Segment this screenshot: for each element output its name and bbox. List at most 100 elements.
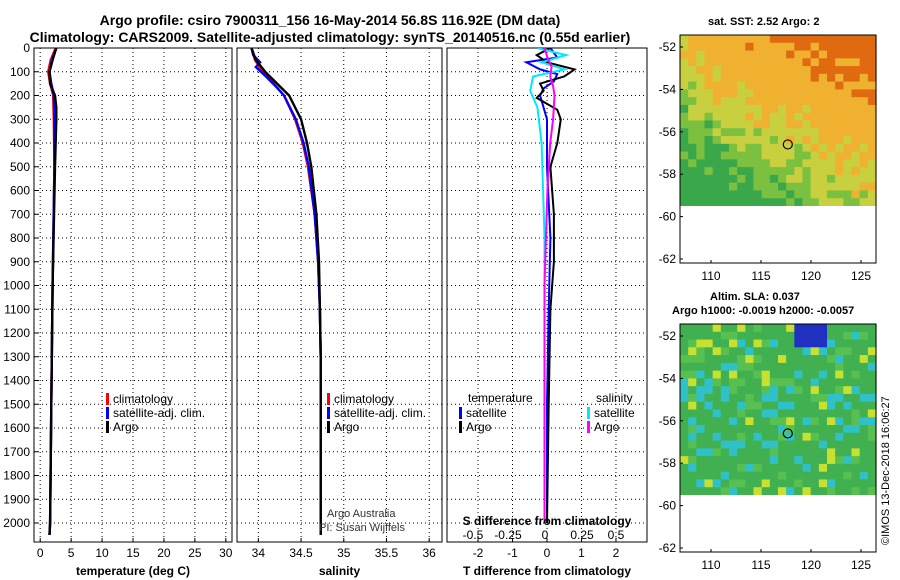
- sla-map-cell: [802, 362, 812, 372]
- sla-map-cell: [737, 463, 746, 473]
- sst-map-cell: [843, 159, 853, 168]
- sst-map-cell: [696, 159, 706, 168]
- sst-map-cell: [680, 120, 689, 129]
- sla-map-cell: [859, 440, 869, 449]
- sst-map-cell: [688, 112, 697, 122]
- sla-map-cell: [745, 370, 755, 380]
- sla-map-cell: [680, 487, 689, 496]
- sla-map-cell: [737, 393, 746, 403]
- sla-map-cell: [786, 393, 795, 403]
- sst-map-cell: [769, 58, 779, 67]
- salinity-x-tick-label: 35: [337, 546, 351, 560]
- sla-map-cell: [794, 393, 804, 403]
- sst-map-cell: [810, 190, 820, 199]
- sla-map-cell: [859, 393, 869, 403]
- sst-map-cell: [843, 112, 853, 122]
- sst-map-cell: [835, 174, 844, 184]
- sst-map-cell: [802, 159, 812, 168]
- sla-map-cell: [802, 401, 812, 411]
- sst-map-cell: [745, 174, 755, 184]
- sst-map-cell: [680, 128, 689, 137]
- sst-map-cell: [712, 120, 722, 129]
- sst-map-cell: [794, 58, 804, 67]
- sla-map-cell: [696, 440, 706, 449]
- sst-map-cell: [778, 112, 787, 122]
- sla-map-cell: [729, 471, 738, 481]
- sst-map-cell: [843, 35, 853, 44]
- sst-map-cell: [786, 73, 795, 83]
- sla-map-cell: [818, 378, 828, 387]
- sst-map-cell: [680, 89, 689, 98]
- sst-map-cell: [729, 35, 738, 44]
- sst-map-cell: [786, 190, 795, 199]
- sla-map-cell: [859, 339, 869, 348]
- sst-map-cell: [810, 73, 820, 83]
- sla-map-cell: [843, 448, 853, 457]
- sst-map-cell: [794, 81, 804, 91]
- sst-map-cell: [843, 151, 853, 160]
- sst-map-cell: [867, 35, 877, 44]
- sst-map-cell: [786, 120, 795, 129]
- sst-map-cell: [859, 42, 869, 52]
- sst-map-cell: [794, 151, 804, 160]
- sst-map-cell: [696, 128, 706, 137]
- sla-map-cell: [753, 355, 763, 364]
- sst-map-cell: [818, 190, 828, 199]
- temperature-x-tick-label: 25: [188, 546, 202, 560]
- sla-map-cell: [859, 409, 869, 418]
- sla-map-cell: [786, 440, 795, 449]
- sst-map-cell: [786, 128, 795, 137]
- depth-tick-label: 1200: [3, 326, 30, 340]
- sla-map-cell: [745, 362, 755, 372]
- sla-map-cell: [761, 409, 771, 418]
- sla-map-cell: [712, 487, 722, 496]
- sst-map-cell: [867, 151, 877, 160]
- sla-map-cell: [753, 432, 763, 442]
- sst-map-cell: [867, 136, 877, 145]
- sla-map-cell: [786, 362, 795, 372]
- sst-map-cell: [745, 104, 755, 114]
- sst-map-cell: [827, 104, 836, 114]
- temperature-x-tick-label: 0: [37, 546, 44, 560]
- sla-map-cell: [827, 355, 836, 364]
- sla-map-cell: [802, 448, 812, 457]
- sla-map-cell: [867, 409, 877, 418]
- sla-map-cell: [851, 339, 861, 348]
- sla-map-cell: [786, 370, 795, 380]
- sla-map-cell: [745, 386, 755, 395]
- sla-map-cell: [843, 378, 853, 387]
- sst-map-cell: [843, 58, 853, 67]
- sla-map-cell: [729, 432, 738, 442]
- sst-map-cell: [769, 182, 779, 192]
- sla-map-cell: [867, 479, 877, 488]
- sla-map-cell: [745, 440, 755, 449]
- sst-map-cell: [737, 182, 746, 192]
- sla-map-cell: [704, 448, 714, 457]
- sst-map-cell: [737, 167, 746, 176]
- sst-map-cell: [835, 42, 844, 52]
- sla-map-cell: [810, 471, 820, 481]
- sla-map-cell: [720, 440, 730, 449]
- sst-map-cell: [802, 143, 812, 153]
- sla-map-cell: [729, 417, 738, 426]
- sst-map-cell: [761, 97, 771, 106]
- sst-map-cell: [851, 112, 861, 122]
- sst-map-cell: [729, 42, 738, 52]
- s-difference-tick-label: 0.25: [570, 528, 594, 542]
- t-legend-title: temperature: [468, 391, 533, 405]
- sst-map-cell: [737, 112, 746, 122]
- sla-map-cell: [761, 471, 771, 481]
- sst-map-cell: [810, 89, 820, 98]
- sla-map-cell: [794, 471, 804, 481]
- sst-map-cell: [729, 128, 738, 137]
- sst-map-cell: [851, 182, 861, 192]
- sst-map-cell: [753, 97, 763, 106]
- depth-tick-label: 500: [10, 160, 30, 174]
- sst-map-cell: [827, 81, 836, 91]
- sla-map-cell: [794, 432, 804, 442]
- sst-map-cell: [753, 182, 763, 192]
- sst-map-cell: [753, 50, 763, 59]
- sla-map-cell: [859, 479, 869, 488]
- sst-map-cell: [810, 151, 820, 160]
- sst-map-cell: [737, 42, 746, 52]
